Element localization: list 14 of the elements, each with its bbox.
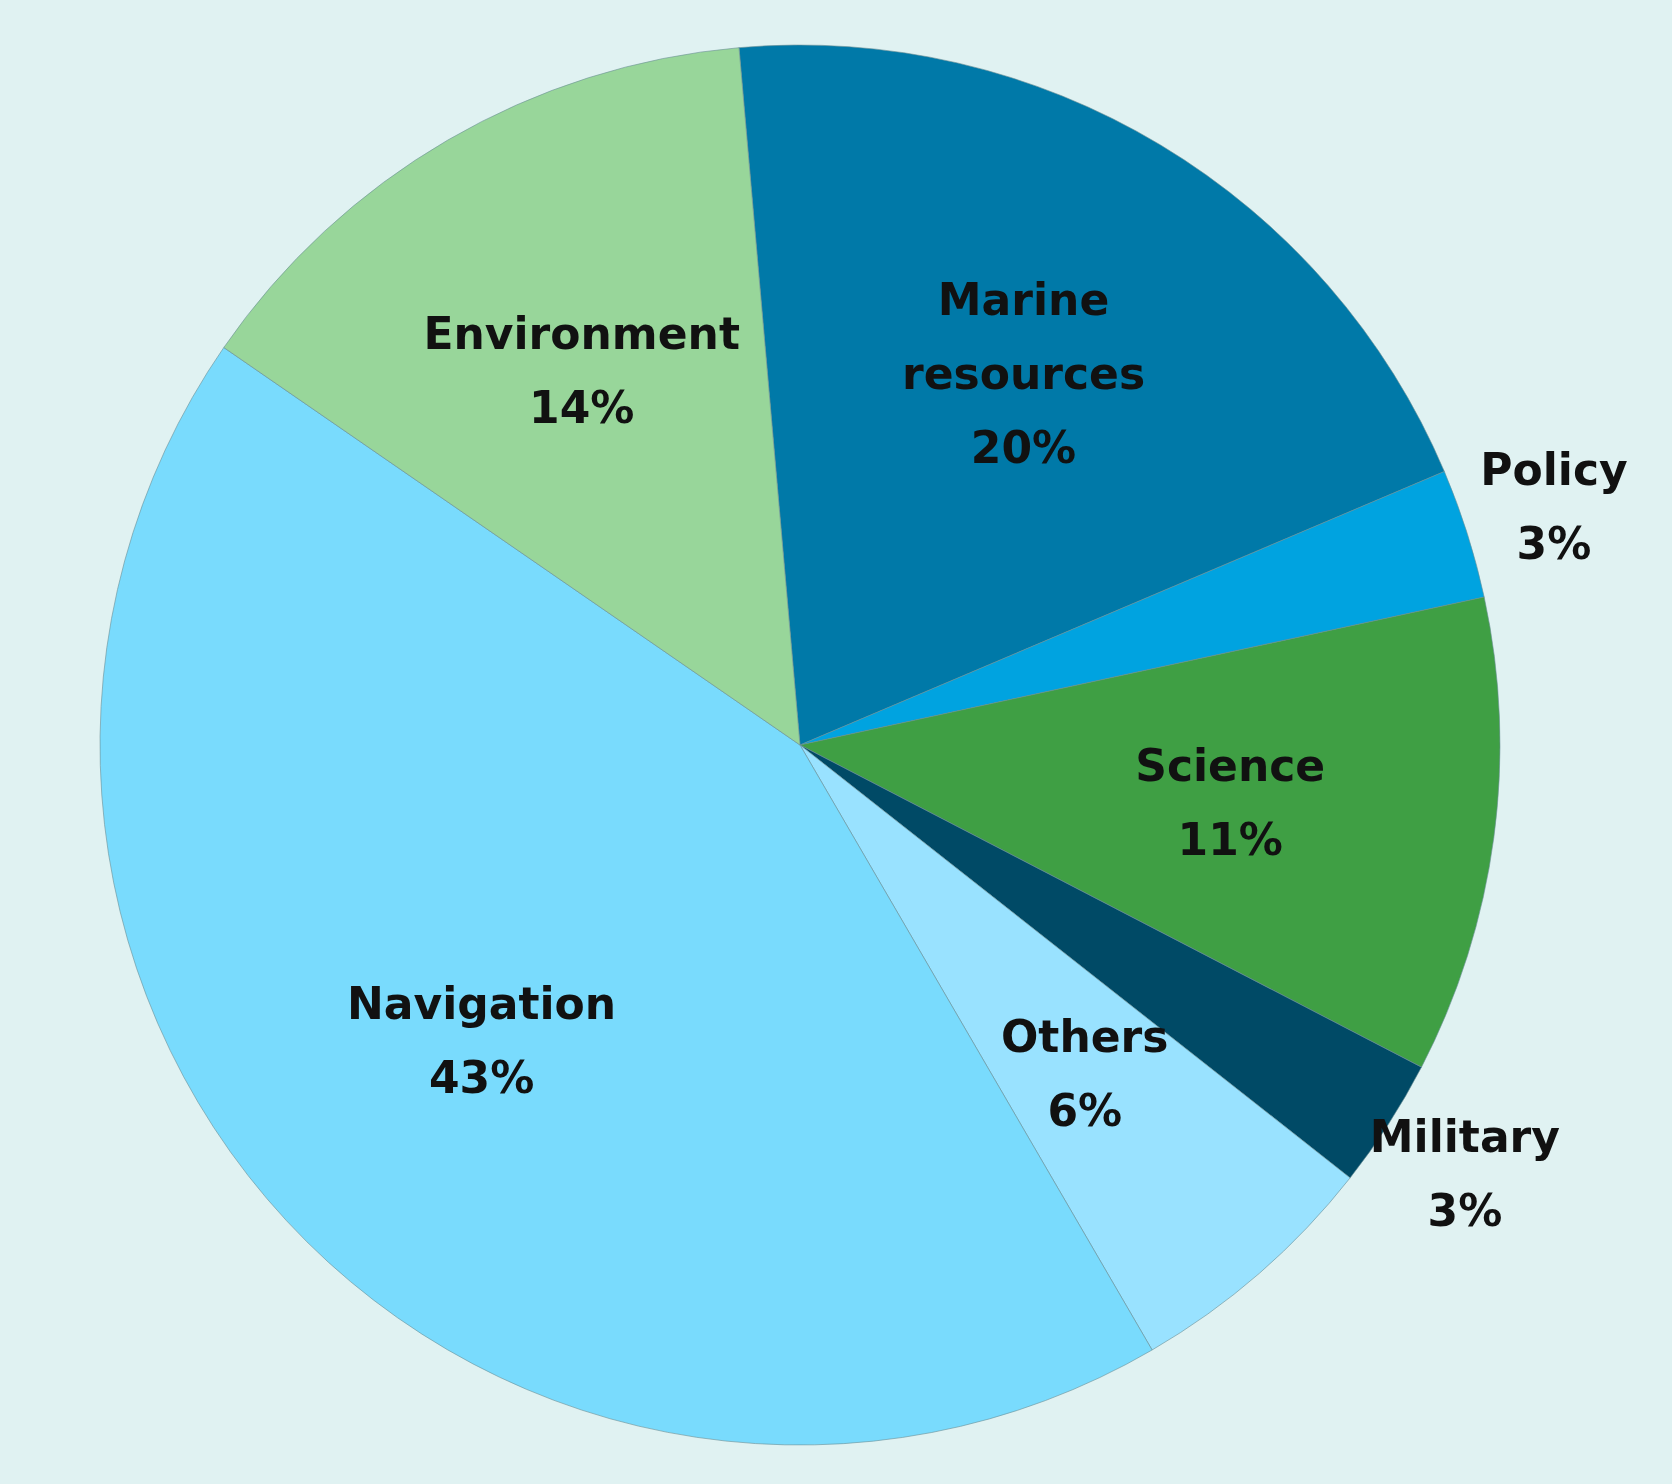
slice-label: Science: [1135, 739, 1326, 791]
slice-label: Military: [1369, 1110, 1560, 1162]
slice-label: Others: [1000, 1010, 1169, 1062]
data-label: 6%: [1047, 1084, 1123, 1136]
data-label: 43%: [428, 1051, 535, 1103]
data-label: 14%: [529, 381, 635, 433]
slice-label: Policy: [1480, 443, 1628, 495]
data-label: 11%: [1177, 813, 1283, 865]
slice-label: Environment: [423, 307, 740, 359]
slice-label: Navigation: [346, 977, 617, 1029]
data-label: 3%: [1427, 1184, 1503, 1236]
slice-label: Marine resources: [901, 273, 1146, 399]
data-label: 20%: [970, 421, 1077, 473]
data-label: 3%: [1516, 517, 1592, 569]
